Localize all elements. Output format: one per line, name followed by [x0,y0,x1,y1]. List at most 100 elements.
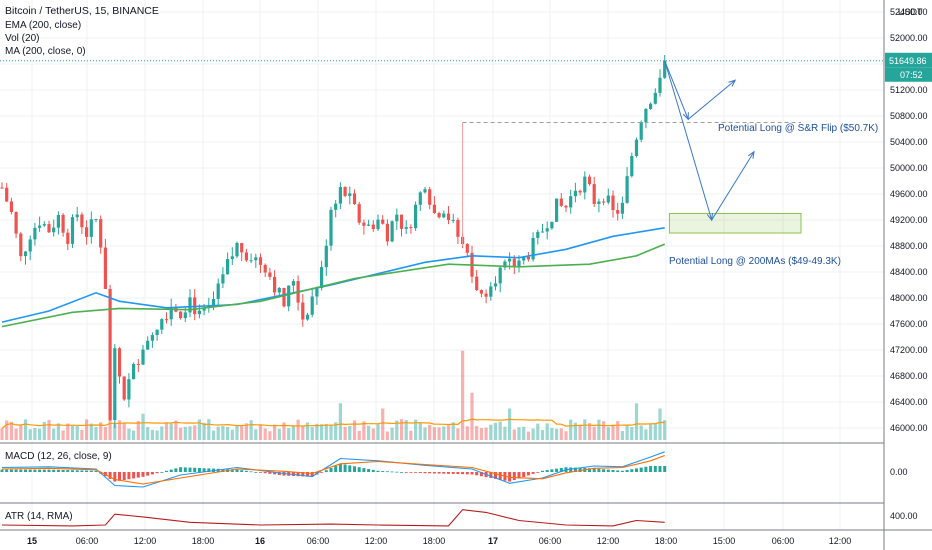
atr-label[interactable]: ATR (14, RMA) [5,511,73,522]
macd-histogram-bar [207,468,211,472]
macd-histogram-bar [353,466,356,472]
time-axis[interactable]: 15 06:00 12:00 18:00 16 06:00 12:00 18:00 17 06:0… [27,536,851,546]
macd-histogram-bar [526,472,530,476]
macd-histogram-bar [371,469,375,472]
macd-histogram-bar [620,470,624,472]
macd-histogram-bar [498,472,502,480]
symbol-title[interactable]: Bitcoin / TetherUS, 15, BINANCE [5,5,159,17]
volume-bar [653,424,657,440]
volume-bar [244,423,248,440]
volume-bar [277,428,281,440]
candle-body [240,243,244,253]
volume-bar [451,422,455,440]
macd-histogram-bar [367,469,371,472]
macd-histogram-bar [451,472,455,474]
volume-bar [66,423,70,440]
indicator-ema-label[interactable]: EMA (200, close) [5,20,82,31]
volume-bar [456,428,460,440]
annotations[interactable]: Potential Long @ S&R Flip ($50.7K) Potent… [0,60,884,267]
volume-bar [320,424,324,440]
candle-body [592,184,596,204]
price-tick-label: 47600.00 [890,319,928,329]
volume-bar [113,424,117,440]
macd-histogram-bar [33,469,37,472]
macd-histogram-bar [306,472,309,477]
candle-body [164,319,169,321]
atr-line [1,509,665,527]
volume-bar [216,426,220,440]
candles [0,54,667,428]
candle-body [602,201,606,203]
candle-body [188,297,192,313]
candle-body [85,227,89,237]
candle-body [432,204,436,214]
candle-body [226,259,230,275]
volume-bar [23,419,28,440]
candle-body [555,198,559,222]
macd-histogram-bar [254,472,258,473]
projection-arrowhead [728,79,737,87]
candle-body [113,348,117,421]
time-tick-label: 15:00 [713,536,736,546]
volume-bar [517,427,521,440]
macd-histogram-bar [38,469,42,472]
macd-histogram-bar [329,468,333,472]
time-tick-label: 16 [255,536,265,546]
volume-bar [470,392,474,440]
macd-histogram-bar [541,470,544,472]
price-tick-label: 50000.00 [890,163,928,173]
macd-signal-line [1,454,665,485]
candle-body [423,189,427,193]
projection-arrowhead [747,150,755,159]
currency-label: USDT [898,7,923,17]
macd-histogram-bar [437,472,441,474]
volume-bar [385,431,389,440]
volume-bar [240,425,244,440]
candle-body [583,176,587,193]
moving-averages [1,227,666,328]
candle-body [550,221,554,229]
candle-body [254,257,258,261]
macd-histogram-bar [0,469,4,472]
candle-body [611,195,615,211]
volume-bar [197,419,201,440]
macd-histogram-bar [512,472,516,481]
volume-bar [132,430,136,440]
macd-histogram-bar [259,472,262,473]
macd-histogram-bar [381,471,385,472]
volume-bar [301,426,305,440]
macd-histogram-bar [479,472,483,477]
macd-histogram-bar [423,472,427,474]
volume-bar [442,426,446,440]
price-tick-label: 47200.00 [890,345,928,355]
macd-histogram-bar [61,469,65,472]
macd-histogram-bar [169,469,173,472]
candle-body [367,224,371,226]
candle-body [52,227,56,233]
candle-body [277,287,281,293]
macd-histogram-bar [66,470,70,472]
volume-bar [263,428,267,440]
candle-body [414,204,418,229]
macd-histogram-bar [658,466,662,472]
candle-body [268,272,272,277]
volume-bar [9,421,13,440]
candle-body [573,190,577,197]
candle-body [291,281,295,286]
volume-bar [5,420,9,440]
indicator-ma-label[interactable]: MA (200, close, 0) [5,46,86,57]
macd-histogram-bar [611,470,615,472]
candle-body [75,214,79,218]
indicator-vol-label[interactable]: Vol (20) [5,33,40,44]
macd-histogram-bar [465,472,469,475]
volume-bar [367,425,371,440]
candle-body [338,187,342,204]
candle-body [540,231,545,233]
macd-label[interactable]: MACD (12, 26, close, 9) [5,451,112,462]
time-tick-label: 18:00 [423,536,446,546]
macd-histogram-bar [324,470,328,472]
macd-histogram-bar [230,469,234,472]
candle-body [498,267,502,284]
